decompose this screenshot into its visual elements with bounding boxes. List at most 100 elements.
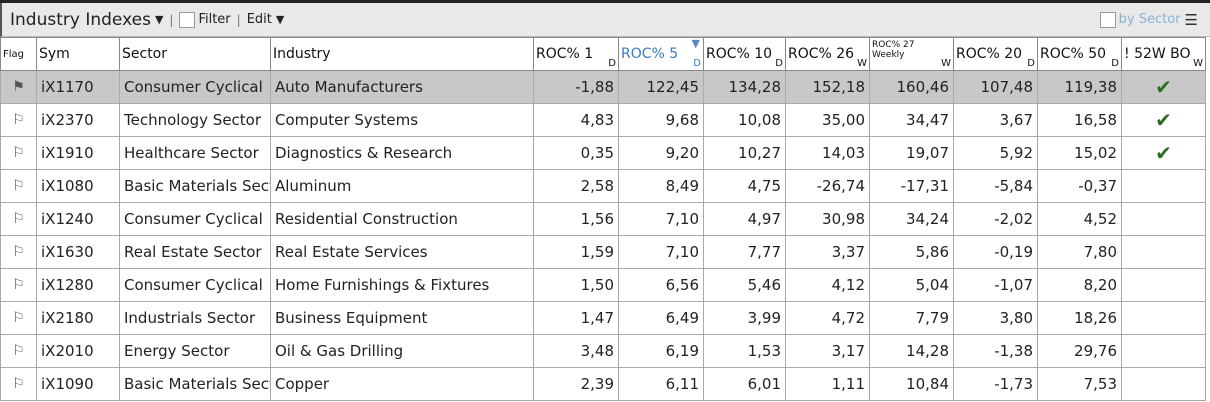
roc-value-cell: 7,79 <box>869 301 954 335</box>
roc-value-cell: 34,47 <box>869 103 954 137</box>
column-period-unit: D <box>693 58 701 69</box>
roc-value-cell: 3,48 <box>533 334 619 368</box>
column-label: ROC% 5 <box>621 46 679 62</box>
roc-value-cell: -26,74 <box>785 169 870 203</box>
table-row[interactable]: ⚑ iX1170 Consumer Cyclical Auto Manufacture… <box>0 70 1206 104</box>
menu-icon[interactable]: ☰ <box>1184 10 1198 29</box>
by-sector-checkbox[interactable] <box>1099 11 1116 28</box>
column-label: Flag <box>3 48 25 60</box>
column-header[interactable]: ROC% 1 D <box>533 37 619 71</box>
roc-value-cell: 15,02 <box>1037 136 1122 170</box>
roc-value-cell: 10,27 <box>703 136 786 170</box>
column-header[interactable]: ROC% 5 D ▼ <box>618 37 704 71</box>
roc-value-cell: 4,83 <box>533 103 619 137</box>
sector-cell: Consumer Cyclical <box>119 268 271 302</box>
roc-value-cell: 6,49 <box>618 301 704 335</box>
flag-icon[interactable]: ⚐ <box>0 235 37 269</box>
roc-value-cell: 4,97 <box>703 202 786 236</box>
table-row[interactable]: ⚐ iX1280 Consumer Cyclical Home Furnishings… <box>0 268 1206 302</box>
roc-value-cell: -5,84 <box>953 169 1038 203</box>
column-label: ROC% 27 Weekly <box>872 40 915 60</box>
flag-icon[interactable]: ⚐ <box>0 334 37 368</box>
roc-value-cell: 152,18 <box>785 70 870 104</box>
table-row[interactable]: ⚐ iX1080 Basic Materials Sect Aluminum 2,58 8… <box>0 169 1206 203</box>
roc-value-cell: 7,80 <box>1037 235 1122 269</box>
symbol-cell: iX1090 <box>36 367 120 401</box>
roc-value-cell: 3,67 <box>953 103 1038 137</box>
roc-value-cell: 5,92 <box>953 136 1038 170</box>
checkmark-icon: ✔ <box>1121 70 1206 104</box>
roc-value-cell: 134,28 <box>703 70 786 104</box>
watchlist-title[interactable]: Industry Indexes <box>10 9 151 30</box>
roc-value-cell: 1,50 <box>533 268 619 302</box>
industry-cell: Business Equipment <box>270 301 534 335</box>
by-sector-label[interactable]: by Sector <box>1118 12 1181 27</box>
industry-cell: Real Estate Services <box>270 235 534 269</box>
flag-icon[interactable]: ⚑ <box>0 70 37 104</box>
column-header[interactable]: Sector <box>119 37 271 71</box>
industry-cell: Aluminum <box>270 169 534 203</box>
roc-value-cell: 6,11 <box>618 367 704 401</box>
flag-icon[interactable]: ⚐ <box>0 268 37 302</box>
column-header[interactable]: ! 52W BO W <box>1121 37 1206 71</box>
roc-value-cell: 10,84 <box>869 367 954 401</box>
roc-value-cell: 7,10 <box>618 202 704 236</box>
roc-value-cell: 1,53 <box>703 334 786 368</box>
flag-icon[interactable]: ⚐ <box>0 136 37 170</box>
roc-value-cell: 160,46 <box>869 70 954 104</box>
roc-value-cell: 107,48 <box>953 70 1038 104</box>
title-dropdown-icon[interactable]: ▼ <box>154 13 164 26</box>
column-period-unit: W <box>1193 58 1203 69</box>
filter-checkbox[interactable] <box>179 11 196 28</box>
flag-icon[interactable]: ⚐ <box>0 202 37 236</box>
edit-menu[interactable]: Edit <box>246 12 272 27</box>
table-row[interactable]: ⚐ iX2010 Energy Sector Oil & Gas Drilling 3,… <box>0 334 1206 368</box>
roc-value-cell: 1,56 <box>533 202 619 236</box>
roc-value-cell: -1,73 <box>953 367 1038 401</box>
table-row[interactable]: ⚐ iX2180 Industrials Sector Business Equipm… <box>0 301 1206 335</box>
roc-value-cell: 5,46 <box>703 268 786 302</box>
roc-value-cell: 6,01 <box>703 367 786 401</box>
symbol-cell: iX2370 <box>36 103 120 137</box>
roc-value-cell: -0,19 <box>953 235 1038 269</box>
industry-cell: Oil & Gas Drilling <box>270 334 534 368</box>
flag-icon[interactable]: ⚐ <box>0 103 37 137</box>
table-row[interactable]: ⚐ iX1630 Real Estate Sector Real Estate Ser… <box>0 235 1206 269</box>
filter-label[interactable]: Filter <box>198 12 231 27</box>
column-header[interactable]: ROC% 26 W <box>785 37 870 71</box>
empty-cell <box>1121 202 1206 236</box>
roc-value-cell: 34,24 <box>869 202 954 236</box>
industry-cell: Diagnostics & Research <box>270 136 534 170</box>
column-label: ROC% 20 <box>956 46 1023 62</box>
roc-value-cell: 122,45 <box>618 70 704 104</box>
roc-value-cell: 1,11 <box>785 367 870 401</box>
roc-value-cell: 3,80 <box>953 301 1038 335</box>
column-header[interactable]: ROC% 27 Weekly W <box>869 37 954 71</box>
sector-cell: Technology Sector <box>119 103 271 137</box>
empty-cell <box>1121 301 1206 335</box>
roc-value-cell: 30,98 <box>785 202 870 236</box>
roc-value-cell: -1,38 <box>953 334 1038 368</box>
table-row[interactable]: ⚐ iX1240 Consumer Cyclical Residential Cons… <box>0 202 1206 236</box>
roc-value-cell: 119,38 <box>1037 70 1122 104</box>
column-header[interactable]: Industry <box>270 37 534 71</box>
table-row[interactable]: ⚐ iX2370 Technology Sector Computer Systems… <box>0 103 1206 137</box>
roc-value-cell: 4,52 <box>1037 202 1122 236</box>
flag-icon[interactable]: ⚐ <box>0 301 37 335</box>
edit-dropdown-icon[interactable]: ▼ <box>275 13 285 26</box>
sort-descending-icon[interactable]: ▼ <box>691 37 700 51</box>
column-header[interactable]: ROC% 20 D <box>953 37 1038 71</box>
flag-icon[interactable]: ⚐ <box>0 169 37 203</box>
column-period-unit: D <box>608 58 616 69</box>
flag-icon[interactable]: ⚐ <box>0 367 37 401</box>
column-header[interactable]: ROC% 50 D <box>1037 37 1122 71</box>
empty-cell <box>1121 367 1206 401</box>
table-row[interactable]: ⚐ iX1090 Basic Materials Sect Copper 2,39 6,1… <box>0 367 1206 401</box>
empty-cell <box>1121 235 1206 269</box>
column-header[interactable]: Sym <box>36 37 120 71</box>
column-header[interactable]: ROC% 10 D <box>703 37 786 71</box>
table-row[interactable]: ⚐ iX1910 Healthcare Sector Diagnostics & Re… <box>0 136 1206 170</box>
roc-value-cell: 5,86 <box>869 235 954 269</box>
column-header[interactable]: Flag <box>0 37 37 71</box>
roc-value-cell: 7,53 <box>1037 367 1122 401</box>
